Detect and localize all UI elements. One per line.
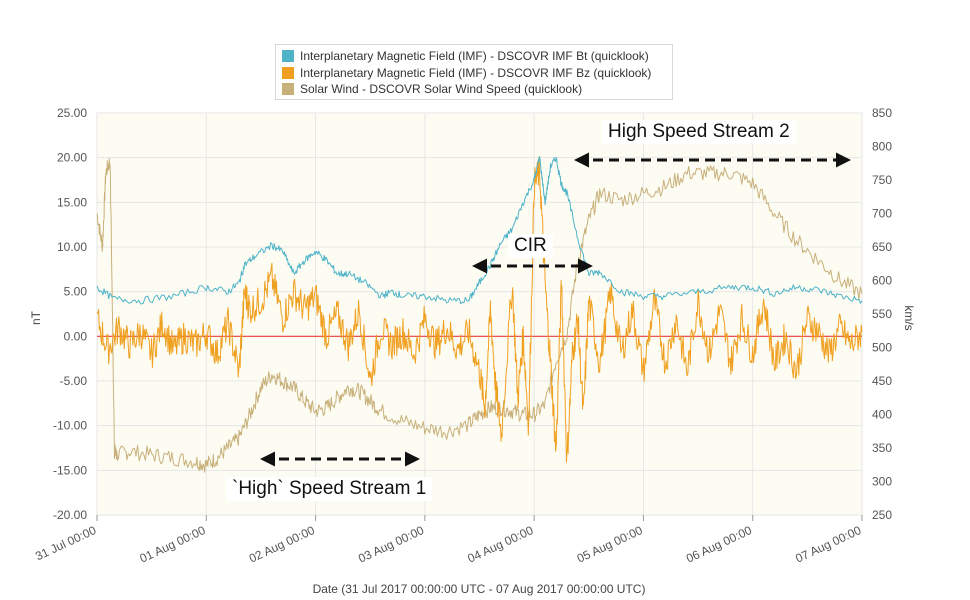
y2-tick-label: 400	[872, 408, 892, 422]
y2-tick-label: 350	[872, 441, 892, 455]
y2-tick-label: 250	[872, 508, 892, 522]
chart-legend: Interplanetary Magnetic Field (IMF) - DS…	[275, 44, 673, 100]
x-tick-label: 03 Aug 00:00	[356, 523, 426, 566]
x-axis-ticks: 31 Jul 00:00 01 Aug 00:00 02 Aug 00:00 03 A…	[33, 515, 864, 566]
legend-item-bz[interactable]: Interplanetary Magnetic Field (IMF) - DS…	[282, 65, 666, 82]
y-tick-label: 0.00	[64, 329, 88, 343]
x-tick-label: 05 Aug 00:00	[575, 523, 645, 566]
series-line-2	[96, 157, 863, 473]
x-tick-label: 07 Aug 00:00	[793, 523, 863, 566]
y2-tick-label: 600	[872, 274, 892, 288]
y-tick-label: -5.00	[60, 374, 88, 388]
y2-tick-label: 500	[872, 341, 892, 355]
legend-swatch-bz	[282, 66, 294, 79]
x-tick-label: 02 Aug 00:00	[247, 523, 317, 566]
y2-tick-label: 850	[872, 106, 892, 120]
y-tick-label: -20.00	[53, 508, 87, 522]
left-axis-title: nT	[29, 310, 43, 325]
right-axis-title: km/s	[902, 305, 916, 330]
series-layer	[96, 156, 863, 473]
y-tick-label: 25.00	[57, 106, 87, 120]
x-tick-label: 04 Aug 00:00	[465, 523, 535, 566]
y2-tick-label: 750	[872, 173, 892, 187]
y2-tick-label: 550	[872, 307, 892, 321]
legend-label-bt: Interplanetary Magnetic Field (IMF) - DS…	[300, 49, 649, 64]
legend-swatch-solar-wind	[282, 83, 294, 96]
legend-item-bt[interactable]: Interplanetary Magnetic Field (IMF) - DS…	[282, 48, 666, 65]
y2-tick-label: 800	[872, 140, 892, 154]
legend-swatch-bt	[282, 50, 294, 63]
left-axis-ticks: 25.00 20.00 15.00 10.00 5.00 0.00 -5.00 -10.00 -…	[53, 106, 87, 522]
series-line-0	[96, 156, 863, 305]
legend-label-solar-wind: Solar Wind - DSCOVR Solar Wind Speed (qu…	[300, 82, 583, 97]
y-tick-label: 15.00	[57, 195, 87, 209]
y-tick-label: 5.00	[64, 285, 88, 299]
y2-tick-label: 450	[872, 374, 892, 388]
annotation-cir: CIR	[508, 234, 553, 258]
right-axis-ticks: 850 800 750 700 650 600 550 500 450 400 350 300 250	[872, 106, 892, 522]
annotation-high-speed-stream-1: `High` Speed Stream 1	[226, 477, 433, 501]
plot-area	[96, 112, 863, 516]
x-tick-label: 06 Aug 00:00	[684, 523, 754, 566]
y-tick-label: -10.00	[53, 419, 87, 433]
y-tick-label: 20.00	[57, 151, 87, 165]
y2-tick-label: 700	[872, 207, 892, 221]
y2-tick-label: 650	[872, 240, 892, 254]
series-line-1	[96, 156, 863, 463]
x-axis-title: Date (31 Jul 2017 00:00:00 UTC - 07 Aug …	[313, 582, 646, 596]
y-tick-label: 10.00	[57, 240, 87, 254]
legend-label-bz: Interplanetary Magnetic Field (IMF) - DS…	[300, 65, 652, 80]
legend-item-solar-wind[interactable]: Solar Wind - DSCOVR Solar Wind Speed (qu…	[282, 81, 666, 98]
x-tick-label: 01 Aug 00:00	[138, 523, 208, 566]
y-tick-label: -15.00	[53, 463, 87, 477]
x-tick-label: 31 Jul 00:00	[33, 523, 98, 563]
annotation-arrows	[260, 152, 851, 467]
y2-tick-label: 300	[872, 475, 892, 489]
annotation-high-speed-stream-2: High Speed Stream 2	[602, 120, 796, 144]
